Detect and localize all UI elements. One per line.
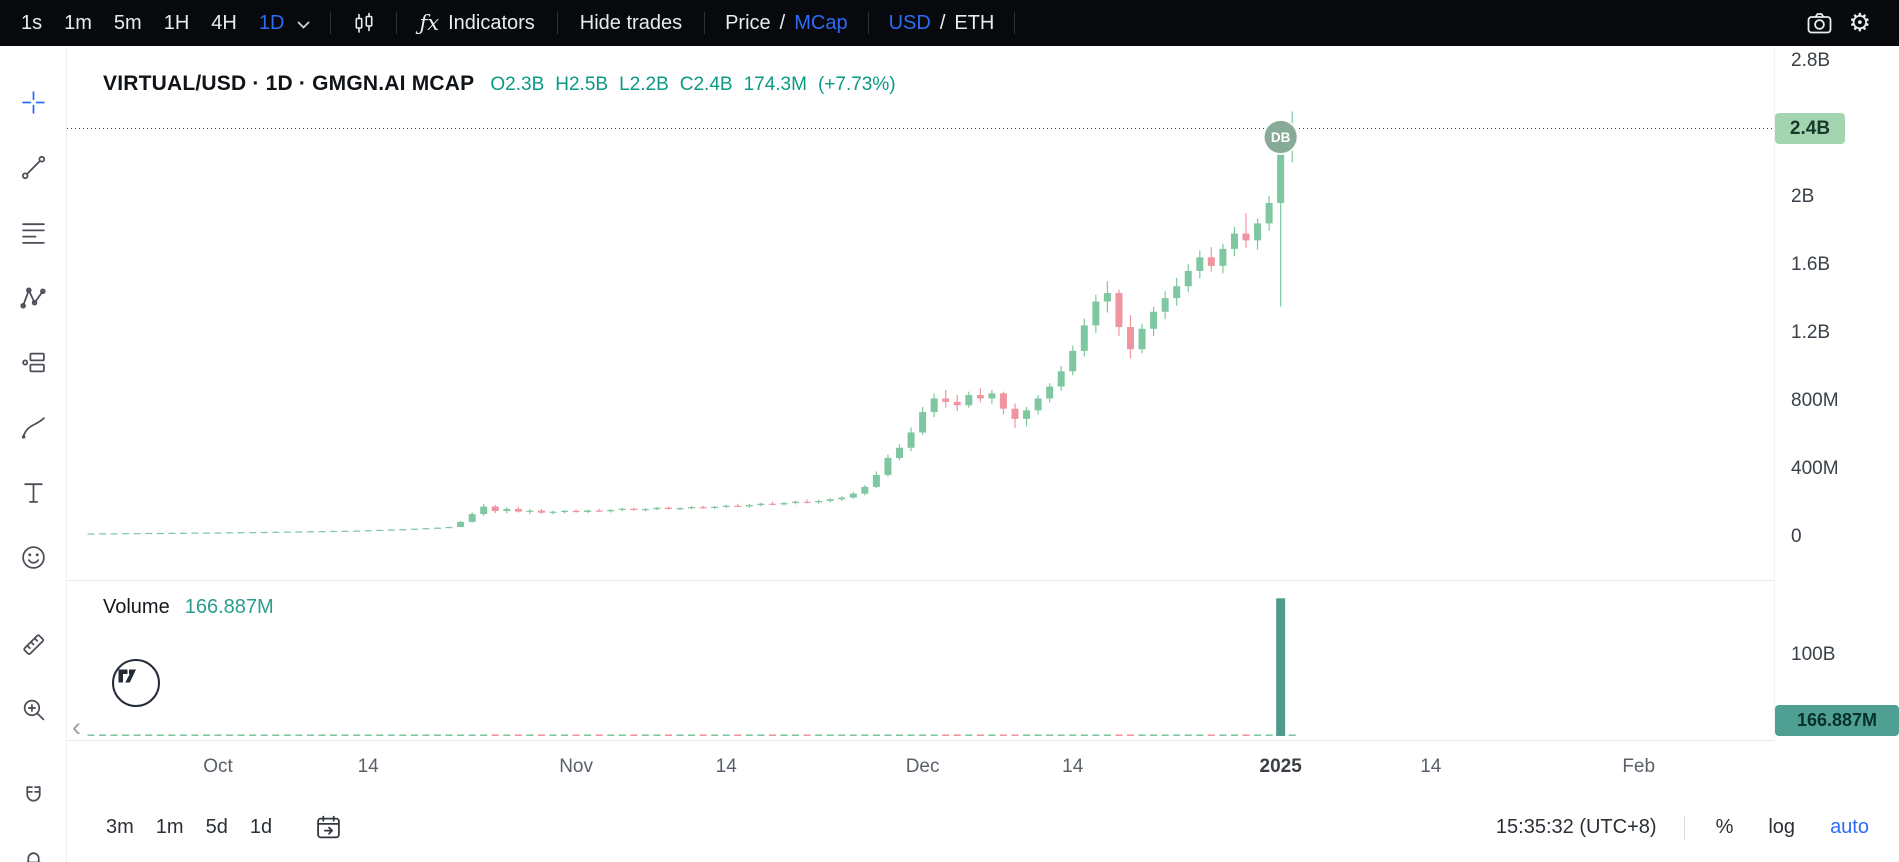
price-axis-tick: 1.6B: [1791, 253, 1831, 275]
ohlc-high: H2.5B: [555, 74, 609, 95]
time-axis-tick: 14: [357, 756, 379, 777]
price-axis-tick: 800M: [1791, 389, 1839, 411]
usd-eth-toggle: USD / ETH: [881, 12, 1003, 35]
db-marker-badge[interactable]: DB: [1262, 119, 1299, 155]
time-axis-tick: Nov: [559, 756, 593, 777]
projection-tool-icon[interactable]: [9, 330, 57, 395]
chart-top-toolbar: 1s 1m 5m 1H 4H 1D ƒx Indicators Hide tra…: [0, 0, 1899, 46]
mcap-toggle-option[interactable]: MCap: [794, 11, 848, 34]
crosshair-tool-icon[interactable]: [9, 70, 57, 135]
time-axis-tick: Oct: [203, 756, 233, 777]
toolbar-divider: [867, 12, 869, 34]
percent-scale-button[interactable]: %: [1712, 810, 1738, 845]
text-tool-icon[interactable]: [9, 460, 57, 525]
time-axis-tick: 2025: [1259, 756, 1302, 777]
current-volume-badge: 166.887M: [1775, 705, 1899, 736]
chart-settings-gear-icon[interactable]: ⚙: [1841, 7, 1879, 40]
magnet-tool-icon[interactable]: [9, 764, 57, 829]
axis-options-cluster: 15:35:32 (UTC+8) % log auto: [1496, 810, 1873, 845]
price-axis-tick: 400M: [1791, 457, 1839, 479]
timeframe-1h-button[interactable]: 1H: [153, 6, 201, 41]
ohlc-low: L2.2B: [619, 74, 669, 95]
usd-toggle-option[interactable]: USD: [888, 11, 931, 34]
log-scale-button[interactable]: log: [1764, 810, 1799, 845]
price-chart-pane[interactable]: DB VIRTUAL/USD · 1D · GMGN.AI MCAP O2.3B…: [67, 46, 1775, 581]
timeframe-5m-button[interactable]: 5m: [103, 6, 153, 41]
price-mcap-toggle: Price / MCap: [717, 12, 856, 35]
time-axis-tick: 14: [1062, 756, 1084, 777]
screenshot-camera-icon[interactable]: [1798, 7, 1841, 39]
toolbar-divider: [396, 12, 398, 34]
toggle-slash: /: [779, 11, 786, 34]
lock-tool-icon[interactable]: [9, 829, 57, 862]
toolbar-divider: [1683, 815, 1685, 840]
time-axis[interactable]: Oct 14 Nov 14 Dec 14 2025 14 Feb: [67, 741, 1899, 793]
go-to-date-icon[interactable]: [309, 808, 348, 847]
price-axis-divider: [1774, 46, 1775, 793]
indicators-button[interactable]: ƒx Indicators: [409, 5, 544, 41]
volume-value: 166.887M: [184, 596, 274, 618]
timeframe-1s-button[interactable]: 1s: [10, 6, 53, 41]
price-axis-tick: 2B: [1791, 185, 1815, 207]
toolbar-divider: [1014, 12, 1016, 34]
range-1m-button[interactable]: 1m: [145, 808, 195, 847]
emoji-tool-icon[interactable]: [9, 525, 57, 590]
volume-axis-tick: 100B: [1791, 644, 1836, 665]
ohlc-change: (+7.73%): [817, 74, 896, 95]
trend-line-tool-icon[interactable]: [9, 135, 57, 200]
volume-label: Volume: [103, 596, 170, 618]
price-chart-canvas[interactable]: DB: [67, 46, 1775, 581]
zoom-in-tool-icon[interactable]: [9, 677, 57, 742]
chart-type-candlestick-icon[interactable]: [343, 7, 384, 40]
eth-toggle-option[interactable]: ETH: [954, 11, 995, 34]
fx-function-icon: ƒx: [419, 11, 440, 35]
range-5d-button[interactable]: 5d: [195, 808, 239, 847]
volume-chart-canvas[interactable]: [67, 581, 1775, 741]
indicators-label: Indicators: [448, 11, 535, 34]
toolbar-divider: [330, 12, 332, 34]
toolbar-divider: [556, 12, 558, 34]
pane-divider[interactable]: [67, 580, 1899, 581]
time-axis-tick: 14: [1420, 756, 1442, 777]
ohlc-close: C2.4B: [679, 74, 733, 95]
price-axis[interactable]: 2.4B 166.887M ⚙ 2.8B2.4B2B1.6B1.2B800M40…: [1775, 46, 1899, 793]
ohlc-volume: 174.3M: [743, 74, 807, 95]
svg-text:DB: DB: [1271, 130, 1291, 145]
time-axis-tick: Feb: [1622, 756, 1656, 777]
volume-pane[interactable]: Volume 166.887M: [67, 581, 1775, 741]
drawing-tools-sidebar: [0, 46, 67, 862]
toolbar-divider: [704, 12, 706, 34]
hide-trades-button[interactable]: Hide trades: [570, 6, 692, 41]
bottom-toolbar: 3m 1m 5d 1d 15:35:32 (UTC+8) % log auto: [67, 793, 1899, 862]
current-price-badge: 2.4B: [1775, 113, 1845, 144]
collapse-panel-arrow[interactable]: ‹: [66, 712, 87, 743]
measure-ruler-tool-icon[interactable]: [9, 612, 57, 677]
xabcd-pattern-tool-icon[interactable]: [9, 265, 57, 330]
chart-legend: VIRTUAL/USD · 1D · GMGN.AI MCAP O2.3B H2…: [103, 72, 896, 96]
auto-scale-button[interactable]: auto: [1826, 810, 1873, 845]
timeframe-1m-button[interactable]: 1m: [53, 6, 103, 41]
fib-retracement-tool-icon[interactable]: [9, 200, 57, 265]
symbol-title: VIRTUAL/USD · 1D · GMGN.AI MCAP: [103, 72, 475, 95]
time-axis-tick: Dec: [905, 756, 940, 777]
ohlc-open: O2.3B: [490, 74, 545, 95]
price-axis-tick: 0: [1791, 525, 1802, 547]
session-clock[interactable]: 15:35:32 (UTC+8): [1495, 816, 1657, 838]
price-toggle-option[interactable]: Price: [725, 11, 771, 34]
price-axis-tick: 1.2B: [1791, 321, 1831, 343]
toggle-slash: /: [939, 11, 946, 34]
ohlc-readout: O2.3B H2.5B L2.2B C2.4B 174.3M (+7.73%): [490, 74, 895, 96]
tradingview-logo[interactable]: [112, 659, 160, 707]
range-1d-button[interactable]: 1d: [239, 808, 283, 847]
time-axis-divider: [67, 740, 1899, 741]
volume-legend: Volume 166.887M: [103, 596, 274, 619]
time-axis-tick: 14: [715, 756, 737, 777]
range-3m-button[interactable]: 3m: [95, 808, 145, 847]
price-axis-tick: 2.8B: [1791, 49, 1831, 71]
timeframe-1d-button[interactable]: 1D: [248, 6, 296, 41]
timeframe-4h-button[interactable]: 4H: [200, 6, 248, 41]
brush-tool-icon[interactable]: [9, 395, 57, 460]
timeframe-dropdown-chevron-icon[interactable]: [295, 15, 318, 32]
